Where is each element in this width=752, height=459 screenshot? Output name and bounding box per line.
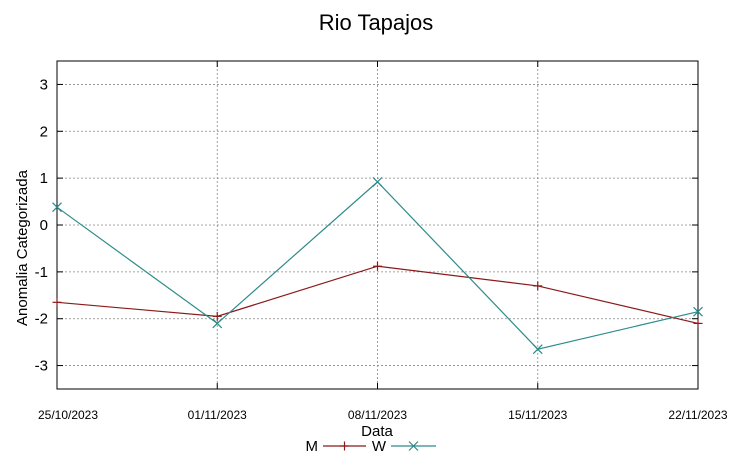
x-tick-label: 25/10/2023 — [38, 408, 98, 422]
data-point-m — [693, 318, 703, 328]
series-layer — [52, 176, 703, 355]
data-point-w — [693, 306, 703, 317]
x-axis-label: Data — [361, 423, 393, 440]
data-point-m — [212, 311, 222, 321]
legend-label-m: M — [306, 438, 319, 455]
x-axis-ticks: 25/10/2023 01/11/2023 08/11/2023 15/11/2023… — [38, 61, 728, 422]
y-axis-ticks: 3 2 1 0 -1 -2 -3 — [35, 76, 698, 375]
x-tick-label: 01/11/2023 — [188, 408, 247, 422]
chart-title: Rio Tapajos — [319, 10, 434, 35]
legend-marker-w — [408, 441, 419, 451]
data-point-w — [532, 344, 543, 355]
data-point-m — [533, 281, 543, 291]
y-tick-label: -3 — [35, 358, 48, 375]
x-tick-label: 22/11/2023 — [668, 408, 727, 422]
data-point-w — [212, 318, 223, 329]
data-point-m — [373, 261, 382, 271]
y-tick-label: 1 — [40, 170, 48, 187]
x-tick-label: 08/11/2023 — [348, 408, 407, 422]
legend-marker-m — [340, 441, 349, 451]
legend-label-w: W — [372, 438, 387, 455]
y-tick-label: 2 — [40, 123, 48, 140]
data-point-w — [372, 176, 383, 187]
y-axis-label: Anomalia Categorizada — [14, 169, 31, 326]
x-tick-label: 15/11/2023 — [508, 408, 567, 422]
grid-lines — [57, 61, 698, 389]
y-tick-label: -1 — [35, 264, 48, 281]
y-tick-label: 0 — [40, 217, 48, 234]
y-tick-label: -2 — [35, 311, 48, 328]
data-point-w — [52, 202, 62, 213]
data-point-m — [52, 297, 62, 307]
y-tick-label: 3 — [40, 76, 48, 93]
